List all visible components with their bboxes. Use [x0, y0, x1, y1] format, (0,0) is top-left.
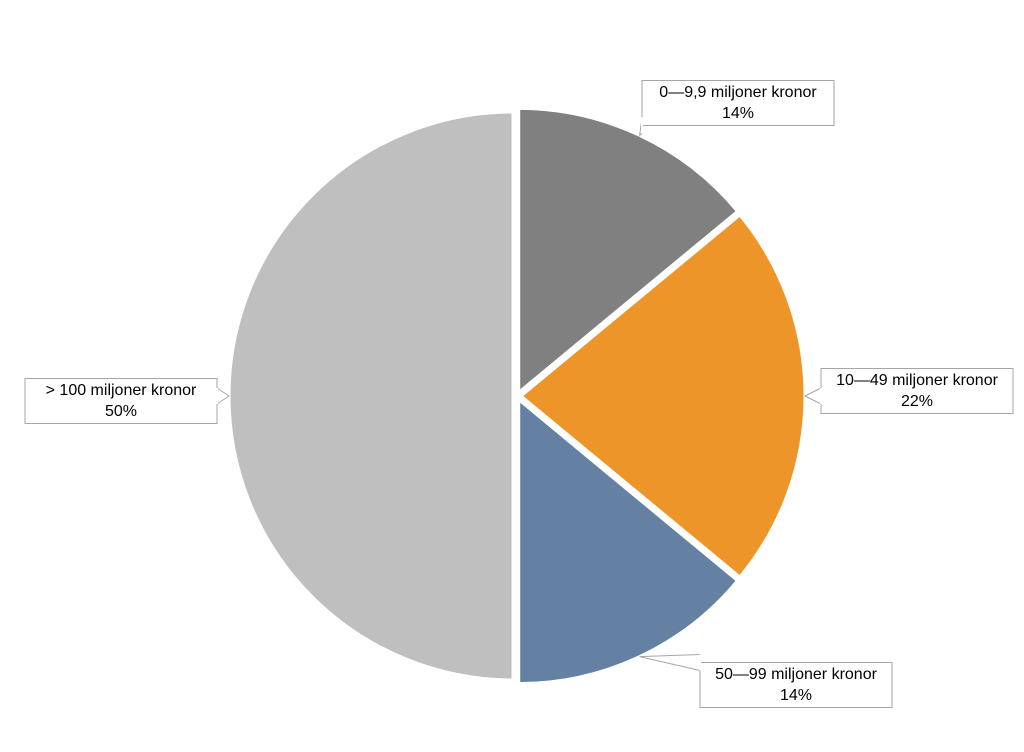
category-label: 0—9,9 miljoner kronor [659, 84, 817, 101]
callout-pointer [639, 653, 701, 672]
category-label: > 100 miljoner kronor [46, 382, 197, 399]
callout-pointer [803, 387, 822, 405]
callout-box [820, 368, 1014, 414]
callout-box [699, 662, 893, 708]
value-label: 50% [105, 403, 137, 420]
pie-slice [227, 110, 515, 682]
callout-pointer [216, 387, 230, 405]
value-label: 14% [722, 105, 754, 122]
category-label: 50—99 miljoner kronor [715, 666, 878, 683]
category-label: 10—49 miljoner kronor [836, 372, 999, 389]
value-label: 14% [780, 687, 812, 704]
value-label: 22% [901, 393, 933, 410]
callout-box [24, 378, 218, 424]
callout-box [641, 80, 835, 126]
